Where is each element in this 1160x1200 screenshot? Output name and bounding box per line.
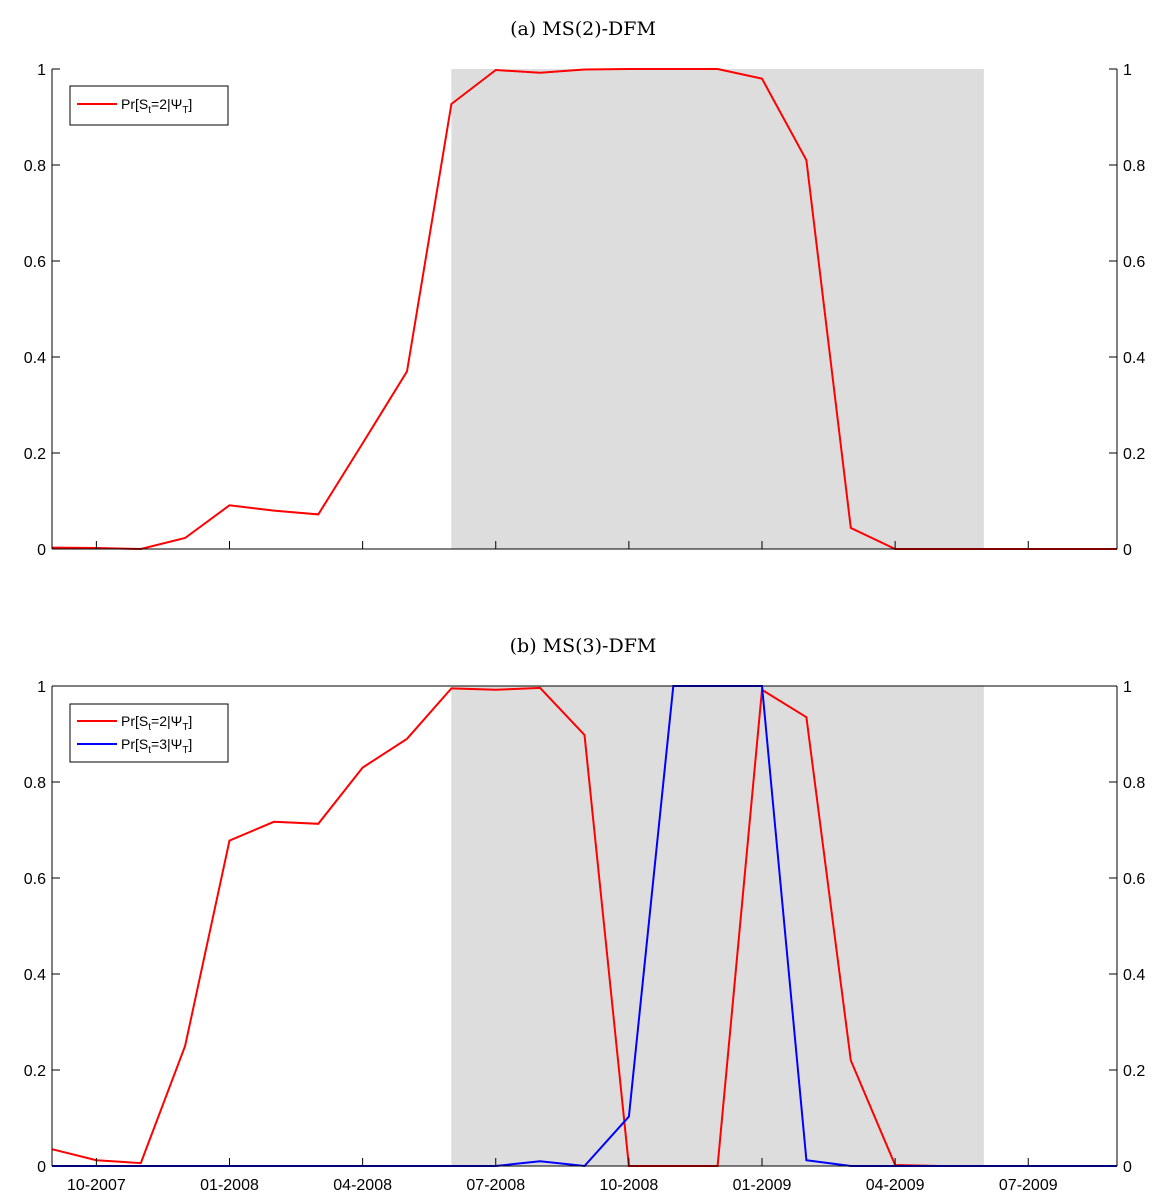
legend-box <box>69 85 229 126</box>
y-tick-label-right: 0.4 <box>1123 967 1145 984</box>
shaded-region <box>451 686 984 1166</box>
legend-label-s3: Pr[St=3|ΨT] <box>121 736 192 756</box>
y-tick-label-right: 0.6 <box>1123 871 1145 888</box>
y-tick-label-right: 0.2 <box>1123 446 1145 463</box>
x-tick-label: 07-2008 <box>466 1177 525 1194</box>
x-tick-label: 10-2007 <box>67 1177 126 1194</box>
y-tick-label-right: 0.8 <box>1123 158 1145 175</box>
y-tick-label-left: 0.6 <box>24 254 46 271</box>
y-tick-label-left: 1 <box>37 62 46 79</box>
x-tick-label: 04-2009 <box>866 1177 925 1194</box>
y-tick-label-left: 0.2 <box>24 446 46 463</box>
y-tick-label-right: 1 <box>1123 62 1132 79</box>
x-tick-label: 04-2008 <box>333 1177 392 1194</box>
y-tick-label-right: 0.8 <box>1123 775 1145 792</box>
panel-b-plot: 0 0 0.2 0.2 0.4 0.4 0.6 0.6 0.8 0.8 1 1 10-2007 01-20… <box>24 679 1146 1194</box>
shaded-region <box>451 69 984 549</box>
y-tick-label-left: 0 <box>37 1159 46 1176</box>
x-tick-label: 07-2009 <box>999 1177 1058 1194</box>
legend-label-s2: Pr[St=2|ΨT] <box>121 713 192 733</box>
y-tick-label-left: 0.8 <box>24 158 46 175</box>
y-tick-label-right: 1 <box>1123 679 1132 696</box>
panel-b-title: (b) MS(3)-DFM <box>510 635 657 657</box>
panel-a: (a) MS(2)-DFM 0 0 0.2 0.2 0.4 0.4 0.6 0.6 0.8 0.8… <box>24 18 1146 559</box>
y-tick-label-left: 0.4 <box>24 967 46 984</box>
panel-a-legend: Pr[St=2|ΨT] <box>69 85 229 126</box>
y-tick-label-left: 0.6 <box>24 871 46 888</box>
legend-box <box>69 703 229 763</box>
panel-b-legend: Pr[St=2|ΨT] Pr[St=3|ΨT] <box>69 703 229 763</box>
panel-a-title: (a) MS(2)-DFM <box>510 18 656 40</box>
x-tick-label: 01-2008 <box>200 1177 259 1194</box>
y-tick-label-right: 0 <box>1123 1159 1132 1176</box>
x-tick-label: 01-2009 <box>733 1177 792 1194</box>
legend-label-s2: Pr[St=2|ΨT] <box>121 96 192 116</box>
y-tick-label-left: 0 <box>37 542 46 559</box>
y-tick-label-left: 0.8 <box>24 775 46 792</box>
x-tick-label: 10-2008 <box>600 1177 659 1194</box>
y-tick-label-right: 0 <box>1123 542 1132 559</box>
y-tick-label-right: 0.6 <box>1123 254 1145 271</box>
y-tick-label-left: 0.2 <box>24 1063 46 1080</box>
panel-b: (b) MS(3)-DFM 0 0 0.2 0.2 0.4 0.4 0.6 0.6 0.8 0.8… <box>24 635 1146 1194</box>
y-tick-label-left: 0.4 <box>24 350 46 367</box>
panel-a-plot: 0 0 0.2 0.2 0.4 0.4 0.6 0.6 0.8 0.8 1 1 <box>24 62 1146 559</box>
y-tick-label-right: 0.2 <box>1123 1063 1145 1080</box>
y-tick-label-left: 1 <box>37 679 46 696</box>
y-tick-label-right: 0.4 <box>1123 350 1145 367</box>
